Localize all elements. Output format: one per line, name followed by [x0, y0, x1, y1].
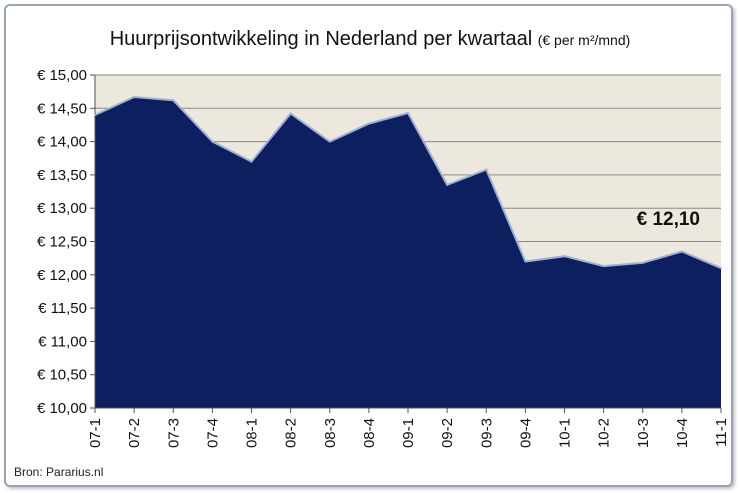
data-point-09-1	[407, 111, 409, 114]
source-label: Bron: Pararius.nl	[14, 465, 104, 479]
x-tick-label: 07-1	[87, 418, 104, 448]
data-point-08-3	[328, 140, 331, 143]
x-tick-label: 07-3	[165, 418, 182, 448]
x-tick-label: 10-1	[557, 418, 574, 448]
x-tick-label: 07-2	[126, 418, 143, 448]
x-tick-label: 09-3	[478, 418, 495, 448]
y-tick-label: € 12,00	[37, 267, 87, 284]
chart-title-text: Huurprijsontwikkeling in Nederland per k…	[109, 28, 533, 50]
y-tick-label: € 15,00	[37, 67, 87, 84]
data-point-07-1	[94, 113, 96, 116]
x-tick-label: 10-2	[596, 418, 613, 448]
y-tick-label: € 13,50	[37, 167, 87, 184]
x-tick-label: 08-1	[244, 418, 261, 448]
x-tick-label: 10-4	[674, 418, 691, 448]
y-tick-label: € 14,00	[37, 134, 87, 151]
data-point-08-1	[250, 160, 253, 163]
x-tick-label: 09-4	[517, 418, 534, 448]
data-points	[94, 95, 722, 270]
x-tick-label: 11-1	[713, 418, 730, 447]
x-axis: 07-1 07-2 07-3 07-4 08-1 08-2 08-3 08-4 09-1 09-2…	[87, 407, 730, 448]
y-tick-label: € 13,00	[37, 200, 87, 217]
data-point-09-2	[446, 183, 449, 186]
data-point-08-2	[289, 112, 292, 115]
data-point-07-4	[211, 140, 214, 143]
x-tick-label: 08-2	[283, 418, 300, 448]
data-point-09-3	[485, 168, 488, 171]
data-point-10-4	[680, 250, 683, 253]
data-point-07-3	[172, 99, 175, 102]
x-tick-label: 10-3	[635, 418, 652, 448]
y-tick-label: € 12,50	[37, 234, 87, 251]
data-point-08-4	[367, 122, 370, 125]
x-tick-label: 09-1	[400, 418, 417, 448]
data-point-10-2	[602, 265, 605, 268]
chart-title-unit: (€ per m²/mnd)	[537, 32, 631, 48]
x-tick-label: 09-2	[439, 418, 456, 448]
data-point-11-1	[720, 267, 722, 270]
data-point-09-4	[524, 260, 527, 263]
data-point-07-2	[133, 95, 136, 98]
y-tick-label: € 10,00	[37, 400, 87, 417]
x-tick-label: 08-4	[361, 418, 378, 448]
data-point-10-1	[563, 255, 566, 258]
x-tick-label: 07-4	[204, 418, 221, 448]
y-tick-label: € 11,00	[38, 333, 87, 350]
area-series	[95, 97, 721, 408]
y-tick-label: € 10,50	[37, 367, 87, 384]
y-tick-label: € 11,50	[38, 300, 87, 317]
data-point-10-3	[641, 261, 644, 264]
y-tick-label: € 14,50	[37, 100, 87, 117]
x-tick-label: 08-3	[322, 418, 339, 448]
chart-title: Huurprijsontwikkeling in Nederland per k…	[0, 28, 740, 51]
y-axis: € 15,00 € 14,50 € 14,00 € 13,50 € 13,00 € 12,…	[37, 67, 96, 417]
last-value-annotation: € 12,10	[637, 209, 700, 230]
